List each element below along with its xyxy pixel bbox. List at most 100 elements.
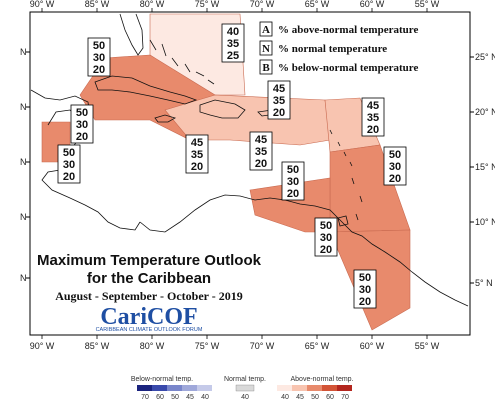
logo-name: CariCOF: [100, 304, 197, 330]
colorbar-below-swatch: [182, 385, 197, 391]
prob-n: 35: [273, 95, 285, 107]
lon-bottom-70: 70° W: [250, 341, 275, 351]
prob-box-trinidad: 50 30 20: [314, 217, 338, 257]
prob-b: 20: [273, 107, 285, 119]
prob-a: 50: [359, 272, 371, 284]
prob-a: 50: [76, 107, 88, 119]
lat-right-5: 5° N: [475, 278, 493, 288]
lon-top-85: 85° W: [85, 0, 110, 9]
colorbar-below-swatch: [197, 385, 212, 391]
prob-n: 35: [227, 38, 239, 50]
colorbar-above-label: Above-normal temp.: [290, 376, 353, 383]
lon-top-90: 90° W: [30, 0, 55, 9]
colorbar-above-swatch: [337, 385, 352, 391]
colorbar-below-swatch: [137, 385, 152, 391]
cb-above-tick-3: 50: [311, 394, 319, 400]
prob-n: 30: [63, 159, 75, 171]
prob-box-hispaniola: 45 35 20: [267, 80, 291, 120]
prob-n: 35: [367, 112, 379, 124]
lon-top-60: 60° W: [360, 0, 385, 9]
prob-b: 25: [227, 50, 239, 62]
lat-left-15: N: [20, 157, 27, 167]
lesser-antilles-islands: [329, 129, 363, 221]
prob-b: 20: [63, 171, 75, 183]
prob-a: 45: [255, 134, 267, 146]
prob-a: 50: [63, 147, 75, 159]
colorbar-below-swatch: [167, 385, 182, 391]
zone-bahamas: [149, 13, 246, 96]
title-line-1: Maximum Temperature Outlook: [37, 252, 262, 269]
prob-box-belize: 50 30 20: [70, 104, 94, 144]
jamaica-coast: [154, 114, 177, 123]
lon-bottom-90: 90° W: [30, 341, 55, 351]
colorbar-below-swatches: [137, 385, 212, 391]
colorbar-normal-swatch: [235, 384, 255, 392]
lon-top-75: 75° W: [195, 0, 220, 9]
lon-bottom-85: 85° W: [85, 341, 110, 351]
lon-bottom-55: 55° W: [415, 341, 440, 351]
prob-a: 50: [93, 40, 105, 52]
prob-a: 50: [287, 164, 299, 176]
cb-below-tick-5: 40: [201, 394, 209, 400]
south-america-coast: [139, 194, 469, 307]
prob-b: 20: [93, 64, 105, 76]
colorbar-above-swatch: [277, 385, 292, 391]
prob-box-guianas: 50 30 20: [353, 269, 377, 309]
prob-box-greater-antilles: 50 30 20: [87, 37, 111, 77]
prob-box-west-belize: 50 30 20: [57, 144, 81, 184]
colorbar-below-label: Below-normal temp.: [131, 376, 193, 383]
cb-below-tick-2: 60: [156, 394, 164, 400]
florida-coast: [119, 13, 144, 56]
lat-right-10: 10° N: [475, 217, 495, 227]
prob-n: 35: [191, 149, 203, 161]
prob-box-hispaniola-south: 45 35 20: [249, 131, 273, 171]
cuba-coast: [94, 75, 198, 105]
probability-boxes: 40 35 25 50 30 20 50 30 20 50 30 20 45 3…: [57, 23, 407, 309]
lat-right-25: 25° N: [475, 52, 495, 62]
title-block: Maximum Temperature Outlook for the Cari…: [37, 252, 262, 303]
colorbar-above-swatches: [277, 385, 352, 391]
prob-n: 30: [320, 232, 332, 244]
prob-a: 45: [273, 83, 285, 95]
colorbar: Below-normal temp. Normal temp. Above-no…: [131, 376, 354, 400]
prob-b: 20: [359, 296, 371, 308]
prob-b: 20: [76, 131, 88, 143]
prob-n: 35: [255, 146, 267, 158]
hispaniola-coast: [199, 99, 246, 119]
lon-top-80: 80° W: [140, 0, 165, 9]
cb-below-tick-3: 50: [171, 394, 179, 400]
prob-a: 50: [389, 149, 401, 161]
cb-above-tick-5: 70: [341, 394, 349, 400]
prob-b: 20: [255, 158, 267, 170]
prob-b: 20: [191, 161, 203, 173]
lon-top-65: 65° W: [305, 0, 330, 9]
prob-box-abc-islands: 50 30 20: [281, 161, 305, 201]
key-text-n: % normal temperature: [278, 43, 387, 55]
prob-b: 20: [367, 124, 379, 136]
prob-a: 45: [191, 137, 203, 149]
central-america-coast: [30, 89, 141, 231]
prob-n: 30: [93, 52, 105, 64]
prob-a: 45: [367, 100, 379, 112]
prob-box-bahamas: 40 35 25: [221, 23, 245, 63]
lat-labels-left: N N N N N: [20, 47, 30, 283]
lon-bottom-80: 80° W: [140, 341, 165, 351]
key-letter-n: N: [262, 43, 270, 55]
lat-left-10: N: [20, 212, 27, 222]
bahamas-islands: [149, 39, 215, 85]
lat-left-25: N: [20, 47, 27, 57]
lat-right-15: 15° N: [475, 162, 495, 172]
lon-bottom-75: 75° W: [195, 341, 220, 351]
prob-b: 20: [287, 188, 299, 200]
lon-labels-top: 90° W 85° W 80° W 75° W 70° W 65° W 60° …: [30, 0, 440, 9]
cb-below-tick-1: 70: [141, 394, 149, 400]
prob-n: 30: [359, 284, 371, 296]
cb-above-tick-4: 60: [326, 394, 334, 400]
title-period: August - September - October - 2019: [55, 289, 243, 303]
probability-key: A % above-normal temperature N % normal …: [259, 21, 418, 75]
logo-tagline: CARIBBEAN CLIMATE OUTLOOK FORUM: [96, 327, 203, 333]
prob-box-leeward: 45 35 20: [361, 97, 385, 137]
prob-n: 30: [76, 119, 88, 131]
cb-above-tick-2: 45: [296, 394, 304, 400]
